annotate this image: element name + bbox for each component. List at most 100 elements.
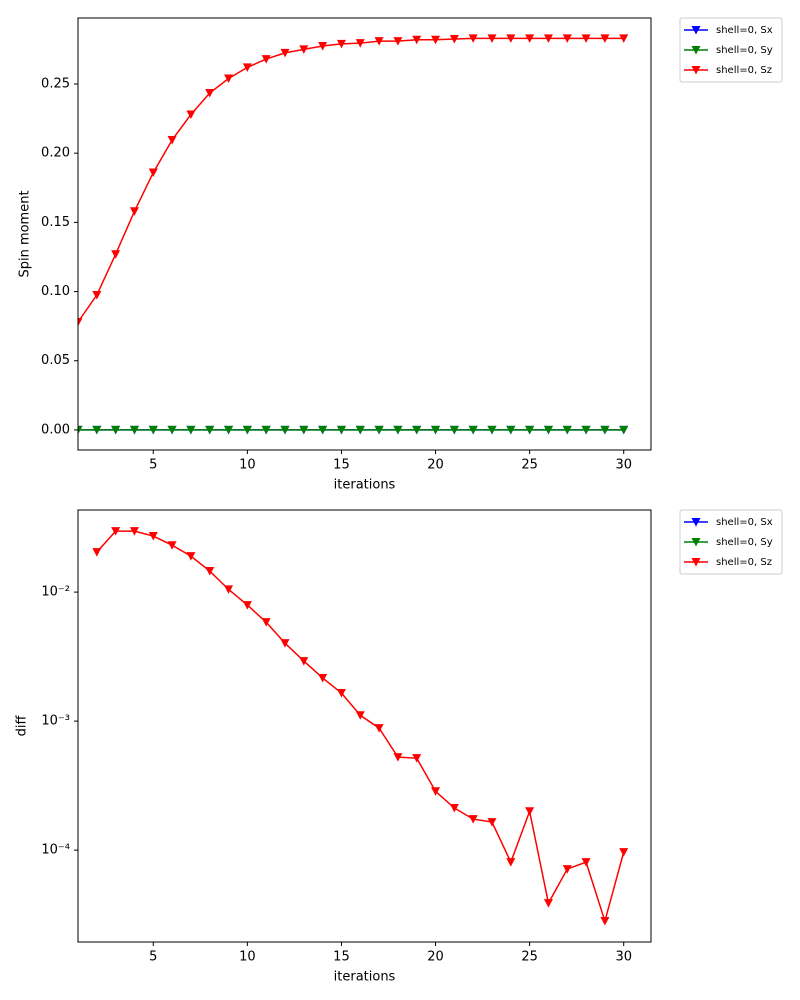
y-tick-label: 0.10 (41, 284, 70, 299)
x-tick-label: 30 (615, 950, 632, 965)
point-marker (525, 425, 535, 435)
y-tick-label: 0.20 (41, 146, 70, 161)
legend-label: shell=0, Sy (716, 537, 773, 548)
point-marker (468, 815, 478, 824)
point-marker (431, 425, 441, 435)
x-tick-label: 30 (615, 458, 632, 473)
point-marker (186, 425, 196, 435)
point-marker (129, 527, 139, 536)
plot-area (92, 527, 629, 926)
point-marker (111, 250, 121, 259)
x-tick-label: 5 (149, 950, 157, 965)
point-marker (280, 48, 290, 58)
point-marker (412, 35, 422, 45)
point-marker (318, 425, 328, 435)
point-marker (393, 425, 403, 435)
y-axis-label: Spin moment (18, 190, 33, 277)
point-marker (525, 34, 535, 43)
point-marker (148, 425, 158, 435)
legend-marker (691, 46, 701, 55)
point-marker (111, 527, 121, 536)
legend: shell=0, Sx shell=0, Sy shell=0, Sz (679, 509, 783, 575)
point-marker (543, 425, 553, 435)
legend-label: shell=0, Sz (716, 557, 772, 568)
point-marker (205, 567, 215, 576)
point-marker (148, 168, 158, 178)
point-marker (242, 425, 252, 435)
y-tick-label: 10⁻³ (41, 714, 70, 729)
point-marker (299, 425, 309, 435)
point-marker (167, 541, 177, 550)
point-marker (468, 34, 478, 43)
point-marker (336, 425, 346, 435)
point-marker (92, 291, 102, 300)
point-marker (393, 37, 403, 46)
legend-label: shell=0, Sx (716, 25, 773, 36)
point-marker (242, 601, 252, 610)
y-tick-label: 0.25 (41, 77, 70, 92)
point-marker (280, 425, 290, 435)
x-tick-label: 20 (427, 950, 444, 965)
point-marker (487, 425, 497, 435)
point-marker (506, 34, 516, 43)
x-axis-label: iterations (334, 478, 396, 493)
legend-marker (691, 538, 701, 547)
point-marker (393, 753, 403, 762)
point-marker (78, 318, 83, 327)
point-marker (318, 673, 328, 683)
point-marker (619, 425, 629, 435)
y-tick-label: 0.15 (41, 215, 70, 230)
point-marker (318, 41, 328, 51)
y-tick-label: 0.05 (41, 353, 70, 368)
point-marker (299, 45, 309, 54)
point-marker (92, 548, 102, 557)
point-marker (449, 35, 459, 44)
x-tick-label: 15 (333, 950, 350, 965)
y-tick-label: 10⁻⁴ (41, 843, 70, 858)
x-tick-label: 25 (521, 458, 538, 473)
point-marker (224, 425, 234, 435)
point-marker (242, 63, 252, 72)
legend-marker (691, 26, 701, 35)
plot-area (78, 34, 629, 435)
point-marker (506, 425, 516, 435)
point-marker (600, 917, 610, 926)
point-marker (374, 37, 384, 46)
point-marker (412, 754, 422, 763)
legend-marker (691, 66, 701, 75)
point-marker (205, 425, 215, 435)
point-marker (581, 858, 591, 867)
axes-frame (77, 509, 652, 943)
point-marker (355, 425, 365, 435)
point-marker (412, 425, 422, 435)
x-tick-label: 5 (149, 458, 157, 473)
legend-label: shell=0, Sy (716, 45, 773, 56)
point-marker (78, 425, 83, 435)
point-marker (129, 425, 139, 435)
x-tick-label: 10 (239, 458, 256, 473)
point-marker (224, 74, 234, 83)
legend-label: shell=0, Sz (716, 65, 772, 76)
legend-box (679, 509, 783, 575)
point-marker (92, 425, 102, 435)
point-marker (261, 425, 271, 435)
point-marker (167, 425, 177, 435)
axes-frame (77, 17, 652, 451)
point-marker (562, 34, 572, 43)
point-marker (224, 585, 234, 594)
point-marker (619, 34, 629, 43)
x-tick-label: 25 (521, 950, 538, 965)
legend: shell=0, Sx shell=0, Sy shell=0, Sz (679, 17, 783, 83)
point-marker (355, 711, 365, 720)
point-marker (431, 35, 441, 45)
y-tick-label: 0.00 (41, 422, 70, 437)
point-marker (355, 39, 365, 48)
point-marker (167, 136, 177, 145)
point-marker (148, 532, 158, 541)
point-marker (186, 552, 196, 561)
point-marker (280, 639, 290, 648)
point-marker (581, 425, 591, 435)
x-axis-label: iterations (334, 970, 396, 985)
legend-box (679, 17, 783, 83)
